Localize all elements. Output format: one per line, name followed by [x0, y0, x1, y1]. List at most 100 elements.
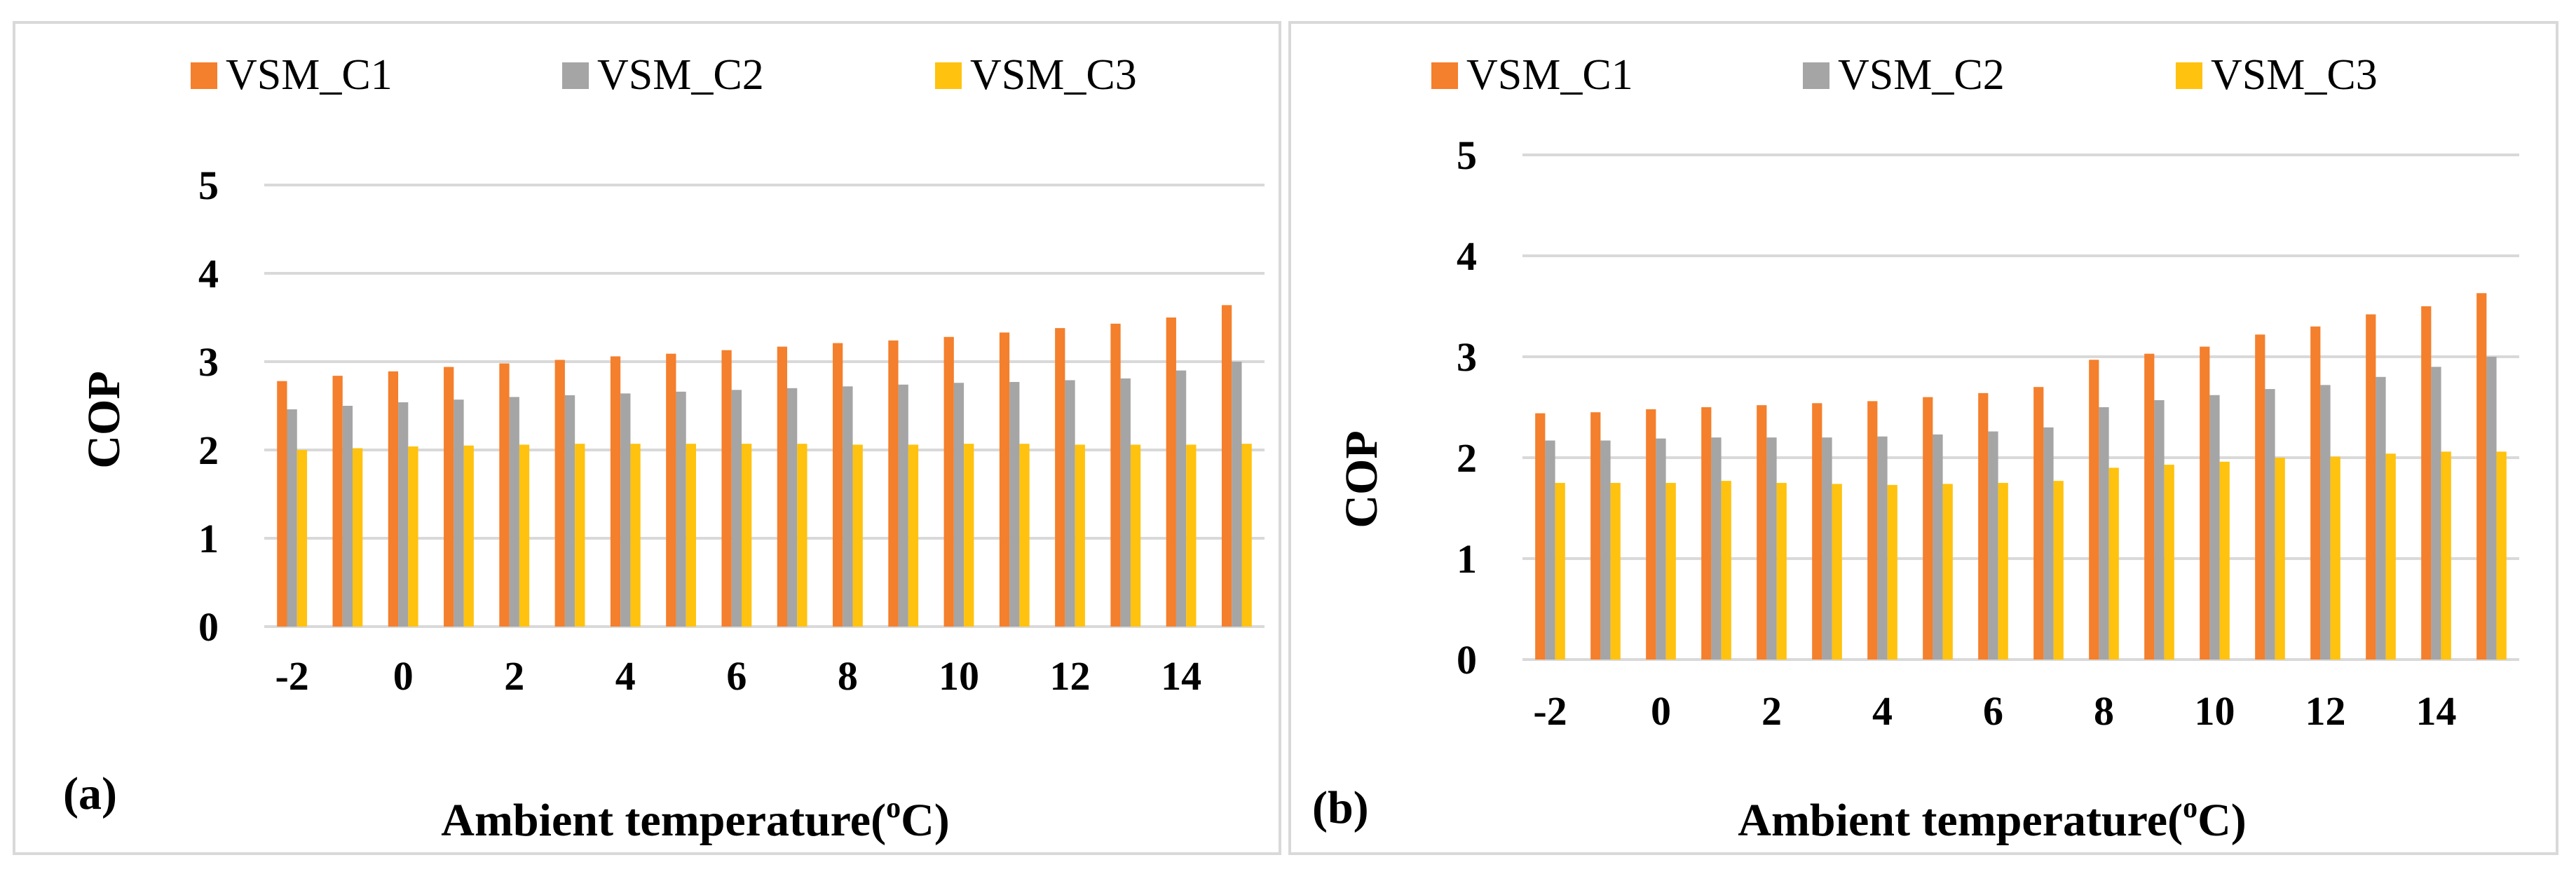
bars-a — [277, 305, 1252, 627]
bar-vsm-c3 — [575, 444, 585, 627]
bar-vsm-c2 — [2320, 385, 2331, 660]
bar-vsm-c2 — [620, 393, 631, 627]
bar-vsm-c3 — [2441, 451, 2451, 660]
bar-vsm-c1 — [1535, 413, 1546, 660]
bar-vsm-c2 — [2209, 395, 2220, 660]
bar-vsm-c3 — [2330, 456, 2340, 660]
bar-vsm-c2 — [1877, 436, 1888, 660]
bar-vsm-c3 — [2164, 465, 2174, 660]
y-tick-label: 1 — [198, 516, 219, 561]
bar-vsm-c2 — [731, 390, 742, 627]
bar-vsm-c2 — [1175, 370, 1187, 627]
x-axis-title-b-main: Ambient temperature( — [1738, 795, 2183, 846]
bar-vsm-c1 — [499, 363, 510, 627]
bar-vsm-c1 — [721, 350, 732, 627]
y-tick-label: 3 — [1457, 334, 1477, 380]
x-tick-label: 6 — [726, 653, 747, 699]
panel-label-a: (a) — [63, 768, 117, 819]
bar-vsm-c2 — [898, 384, 908, 627]
bar-vsm-c2 — [454, 399, 464, 627]
x-tick-label: 2 — [1761, 688, 1782, 734]
x-tick-label: 14 — [1161, 653, 1201, 699]
bar-vsm-c1 — [943, 336, 954, 627]
bar-vsm-c2 — [2043, 427, 2054, 660]
bar-vsm-c2 — [953, 383, 965, 627]
bar-vsm-c2 — [787, 388, 798, 627]
x-axis-title-a-main: Ambient temperature( — [441, 795, 886, 846]
legend-label-vsm-c3: VSM_C3 — [2211, 51, 2378, 99]
bar-vsm-c2 — [564, 395, 575, 627]
bar-vsm-c1 — [1166, 317, 1176, 627]
bars-b — [1535, 293, 2507, 660]
legend-swatch-vsm-c2 — [562, 62, 589, 89]
x-tick-label: 14 — [2416, 688, 2457, 734]
bar-vsm-c3 — [2053, 481, 2064, 660]
bar-vsm-c2 — [1766, 437, 1777, 660]
legend-swatch-vsm-c3 — [2176, 62, 2202, 89]
bar-vsm-c3 — [2108, 467, 2119, 660]
x-axis-title-b: Ambient temperature(oC) — [1738, 792, 2246, 846]
y-tick-label: 5 — [1457, 132, 1477, 178]
bar-vsm-c1 — [2421, 306, 2432, 660]
x-tick-label: 12 — [2305, 688, 2346, 734]
bar-vsm-c1 — [2476, 293, 2487, 660]
bar-vsm-c2 — [287, 409, 297, 627]
bar-vsm-c3 — [1130, 444, 1141, 627]
bar-vsm-c1 — [1812, 403, 1822, 660]
bar-vsm-c1 — [332, 376, 343, 627]
y-tick-labels-a: 0 1 2 3 4 5 — [198, 163, 219, 650]
bar-vsm-c2 — [1065, 380, 1075, 627]
bar-vsm-c2 — [2099, 407, 2109, 660]
y-tick-label: 4 — [198, 251, 219, 296]
bar-vsm-c1 — [888, 340, 899, 627]
x-axis-title-b-sup: o — [2183, 792, 2197, 824]
bar-vsm-c1 — [2255, 334, 2265, 660]
x-tick-label: 4 — [615, 653, 636, 699]
bar-vsm-c3 — [1075, 444, 1085, 627]
bar-vsm-c2 — [1988, 431, 1998, 660]
bar-vsm-c2 — [509, 397, 519, 627]
bar-vsm-c3 — [797, 444, 807, 627]
y-tick-label: 3 — [198, 339, 219, 385]
bar-vsm-c2 — [342, 406, 353, 627]
bar-vsm-c3 — [353, 448, 363, 627]
y-tick-label: 0 — [1457, 637, 1477, 683]
bar-vsm-c1 — [1923, 397, 1933, 660]
bar-vsm-c1 — [1867, 401, 1878, 660]
y-tick-label: 5 — [198, 163, 219, 208]
y-axis-title-a: COP — [79, 371, 130, 468]
x-tick-label: 0 — [1651, 688, 1671, 734]
bar-vsm-c3 — [1610, 483, 1621, 660]
y-tick-labels-b: 0 1 2 3 4 5 — [1457, 132, 1477, 683]
bar-vsm-c3 — [1665, 483, 1676, 660]
bar-vsm-c2 — [1600, 440, 1611, 660]
bar-vsm-c2 — [2376, 376, 2386, 660]
bar-vsm-c3 — [297, 450, 308, 627]
bar-vsm-c1 — [444, 367, 454, 627]
bar-vsm-c2 — [2265, 389, 2275, 660]
x-tick-label: 10 — [2195, 688, 2235, 734]
bar-vsm-c1 — [1055, 328, 1065, 627]
bar-vsm-c1 — [1110, 323, 1121, 627]
bar-vsm-c3 — [408, 446, 418, 627]
legend-swatch-vsm-c1 — [191, 62, 217, 89]
bar-vsm-c2 — [1656, 438, 1666, 660]
legend-label-vsm-c1: VSM_C1 — [1466, 51, 1633, 99]
bar-vsm-c3 — [2275, 458, 2285, 660]
bar-vsm-c3 — [1776, 483, 1787, 660]
bar-vsm-c2 — [1009, 381, 1020, 627]
bar-vsm-c3 — [463, 445, 474, 627]
bar-vsm-c3 — [964, 444, 974, 627]
x-tick-label: 10 — [939, 653, 979, 699]
x-tick-labels-b: -2 0 2 4 6 8 10 12 14 — [1533, 688, 2456, 734]
x-axis-title-b-end: C) — [2197, 795, 2247, 846]
legend-swatch-vsm-c3 — [935, 62, 962, 89]
x-tick-label: 6 — [1983, 688, 2003, 734]
bar-vsm-c3 — [1241, 444, 1252, 627]
y-axis-title-b: COP — [1336, 430, 1387, 528]
bar-vsm-c1 — [2089, 360, 2099, 660]
bar-vsm-c1 — [1978, 392, 1989, 660]
